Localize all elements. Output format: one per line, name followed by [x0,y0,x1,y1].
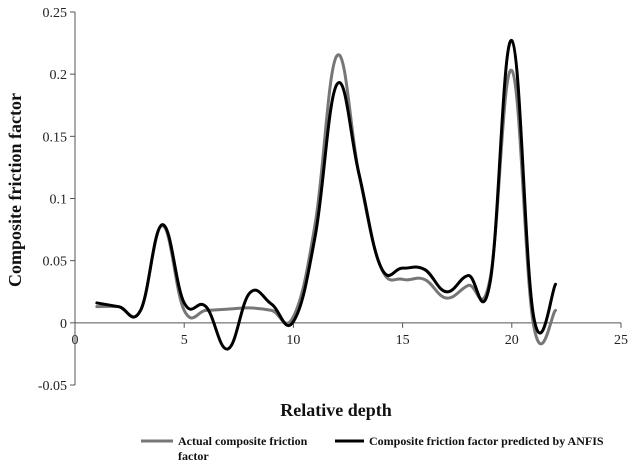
y-tick-label: 0.25 [43,6,68,21]
y-tick-label: -0.05 [38,379,67,394]
x-tick-label: 20 [505,333,519,348]
y-axis-ticks: -0.05 0 0.05 0.1 0.15 0.2 0.25 [38,6,75,394]
x-tick-label: 5 [181,333,188,348]
x-tick-label: 25 [614,333,628,348]
y-tick-label: 0.15 [43,130,68,145]
legend: Actual composite friction factor Composite… [141,434,604,463]
legend-label-2: Composite friction factor predicted by A… [369,434,604,448]
x-tick-label: 15 [396,333,410,348]
y-tick-label: 0.2 [50,68,68,83]
y-tick-label: 0 [60,317,67,332]
x-axis-title: Relative depth [280,400,392,420]
series-line-2 [95,39,557,351]
x-tick-label: 0 [72,333,79,348]
y-tick-label: 0.1 [50,193,68,208]
y-axis-title: Composite friction factor [5,93,25,287]
legend-label-1: Actual composite friction factor [178,434,308,463]
series-lines [95,39,557,351]
plot-area: -0.05 0 0.05 0.1 0.15 0.2 0.25 0 5 10 15 20 25 [38,6,628,394]
x-tick-label: 10 [286,333,300,348]
y-tick-label: 0.05 [43,255,68,270]
x-axis-ticks: 0 5 10 15 20 25 [72,322,628,348]
